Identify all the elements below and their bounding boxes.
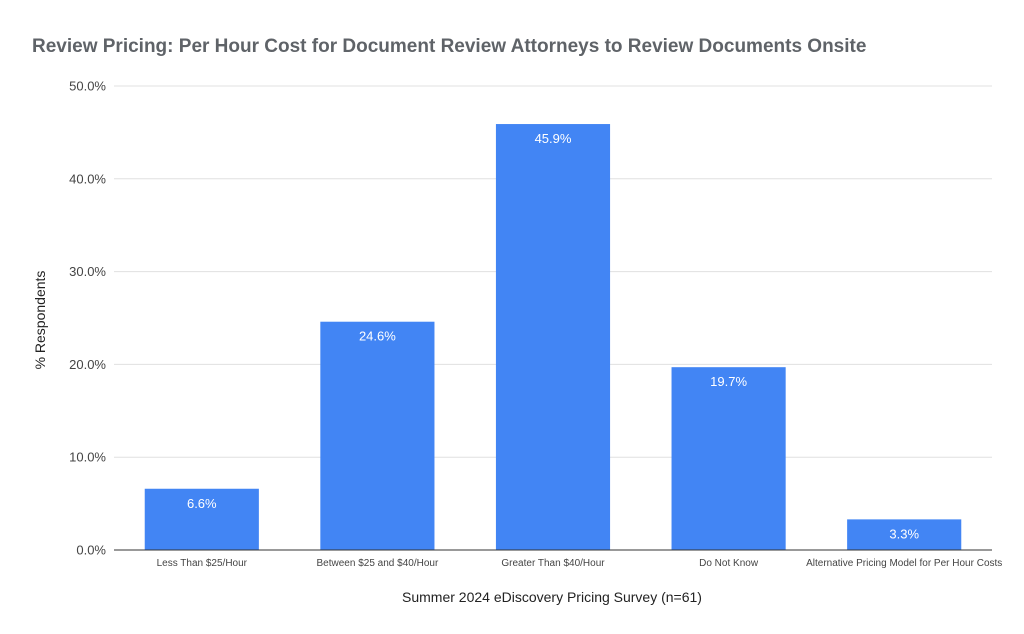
x-category-label: Alternative Pricing Model for Per Hour C…	[806, 558, 1002, 569]
bar	[144, 488, 259, 550]
y-tick-label: 40.0%	[69, 171, 106, 186]
y-tick-label: 10.0%	[69, 450, 106, 465]
x-category-label: Between $25 and $40/Hour	[317, 558, 439, 569]
y-axis-label: % Respondents	[32, 271, 48, 370]
bar	[320, 321, 435, 550]
chart-title: Review Pricing: Per Hour Cost for Docume…	[32, 36, 866, 57]
bar	[847, 519, 962, 550]
bar-data-labels: 6.6% 24.6% 45.9% 19.7% 3.3%	[187, 131, 919, 541]
x-category-label: Greater Than $40/Hour	[501, 558, 605, 569]
bar-data-label: 6.6%	[187, 496, 217, 511]
y-tick-label: 30.0%	[69, 264, 106, 279]
bar-data-label: 24.6%	[359, 329, 396, 344]
y-tick-label: 50.0%	[69, 79, 106, 94]
y-axis-ticks: 0.0% 10.0% 20.0% 30.0% 40.0% 50.0%	[69, 79, 106, 558]
x-axis-label: Summer 2024 eDiscovery Pricing Survey (n…	[402, 589, 702, 605]
bar-data-label: 3.3%	[889, 526, 919, 541]
bar	[495, 124, 611, 550]
bars	[144, 124, 962, 550]
bar-data-label: 19.7%	[710, 374, 747, 389]
x-axis-categories: Less Than $25/Hour Between $25 and $40/Ho…	[157, 558, 1003, 569]
y-tick-label: 20.0%	[69, 357, 106, 372]
x-category-label: Do Not Know	[699, 558, 759, 569]
y-tick-label: 0.0%	[76, 543, 106, 558]
x-category-label: Less Than $25/Hour	[157, 558, 248, 569]
bar	[671, 367, 786, 550]
bar-data-label: 45.9%	[535, 131, 572, 146]
